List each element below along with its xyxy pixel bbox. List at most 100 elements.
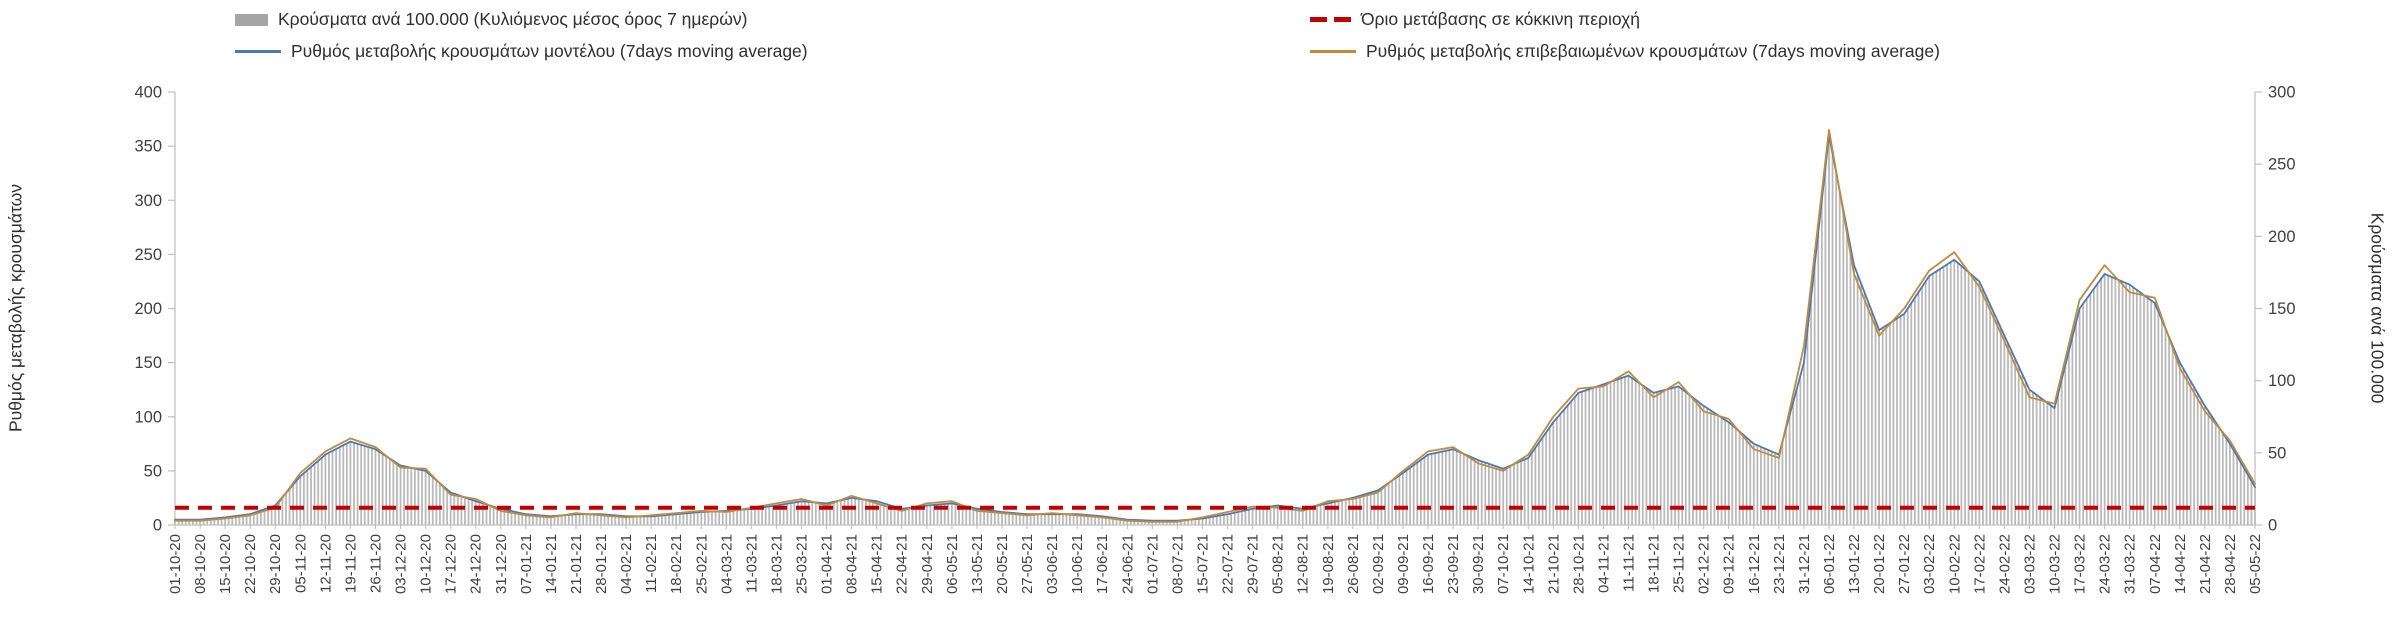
confirmed-rate-line (174, 128, 2256, 523)
svg-text:28-10-21: 28-10-21 (1570, 534, 1587, 594)
svg-text:03-02-22: 03-02-22 (1921, 534, 1938, 594)
svg-text:21-01-21: 21-01-21 (568, 534, 585, 594)
svg-text:08-10-20: 08-10-20 (192, 534, 209, 594)
svg-text:350: 350 (134, 138, 162, 156)
svg-text:04-03-21: 04-03-21 (718, 534, 735, 594)
svg-text:13-01-22: 13-01-22 (1846, 534, 1863, 594)
svg-text:28-01-21: 28-01-21 (593, 534, 610, 594)
svg-text:17-06-21: 17-06-21 (1094, 534, 1111, 594)
svg-text:20-01-22: 20-01-22 (1871, 534, 1888, 594)
svg-text:100: 100 (2268, 372, 2296, 390)
svg-text:10-03-22: 10-03-22 (2047, 534, 2064, 594)
svg-text:29-07-21: 29-07-21 (1245, 534, 1262, 594)
svg-text:250: 250 (2268, 156, 2296, 174)
svg-text:31-12-20: 31-12-20 (493, 534, 510, 594)
svg-text:03-06-21: 03-06-21 (1044, 534, 1061, 594)
svg-text:25-02-21: 25-02-21 (693, 534, 710, 594)
svg-text:14-10-21: 14-10-21 (1520, 534, 1537, 594)
svg-text:50: 50 (144, 462, 162, 480)
svg-text:03-12-20: 03-12-20 (393, 534, 410, 594)
svg-text:11-11-21: 11-11-21 (1621, 534, 1638, 592)
svg-text:13-05-21: 13-05-21 (969, 534, 986, 594)
svg-text:50: 50 (2268, 444, 2286, 462)
svg-text:06-01-22: 06-01-22 (1821, 534, 1838, 594)
svg-text:24-03-22: 24-03-22 (2097, 534, 2114, 594)
svg-text:22-07-21: 22-07-21 (1220, 534, 1237, 594)
svg-text:10-06-21: 10-06-21 (1069, 534, 1086, 594)
left-axis-labels: 0 50 100 150 200 250 300 350 400 (134, 84, 175, 535)
svg-text:19-08-21: 19-08-21 (1320, 534, 1337, 594)
svg-text:24-06-21: 24-06-21 (1119, 534, 1136, 594)
svg-text:26-11-20: 26-11-20 (368, 534, 385, 593)
svg-text:300: 300 (2268, 84, 2296, 102)
svg-text:17-12-20: 17-12-20 (443, 534, 460, 594)
svg-text:05-08-21: 05-08-21 (1270, 534, 1287, 594)
legend-label-confirmed-rate: Ρυθμός μεταβολής επιβεβαιωμένων κρουσμάτ… (1366, 41, 1940, 61)
svg-text:150: 150 (2268, 300, 2296, 318)
svg-text:09-12-21: 09-12-21 (1721, 534, 1738, 594)
svg-text:100: 100 (134, 408, 162, 426)
legend-item-confirmed-rate: Ρυθμός μεταβολής επιβεβαιωμένων κρουσμάτ… (1310, 41, 1940, 62)
bars-series (174, 135, 2256, 526)
svg-text:21-04-22: 21-04-22 (2197, 534, 2214, 594)
svg-text:07-04-22: 07-04-22 (2147, 534, 2164, 594)
svg-text:14-04-22: 14-04-22 (2172, 534, 2189, 594)
svg-text:06-05-21: 06-05-21 (944, 534, 961, 594)
right-axis-labels: 0 50 100 150 200 250 300 (2255, 84, 2296, 535)
blue-line-swatch-icon (235, 50, 281, 53)
svg-text:05-11-20: 05-11-20 (292, 534, 309, 593)
svg-text:150: 150 (134, 354, 162, 372)
svg-text:200: 200 (134, 300, 162, 318)
svg-text:27-01-22: 27-01-22 (1896, 534, 1913, 594)
svg-text:24-12-20: 24-12-20 (468, 534, 485, 594)
svg-text:11-02-21: 11-02-21 (643, 534, 660, 593)
legend-item-cases-per-100k: Κρούσματα ανά 100.000 (Κυλιόμενος μέσος … (235, 9, 747, 30)
svg-text:01-10-20: 01-10-20 (167, 534, 184, 594)
svg-text:15-07-21: 15-07-21 (1195, 534, 1212, 594)
svg-text:28-04-22: 28-04-22 (2222, 534, 2239, 594)
svg-text:400: 400 (134, 84, 162, 102)
svg-text:16-09-21: 16-09-21 (1420, 534, 1437, 594)
svg-text:24-02-22: 24-02-22 (1996, 534, 2013, 594)
svg-text:19-11-20: 19-11-20 (342, 534, 359, 593)
svg-text:16-12-21: 16-12-21 (1746, 534, 1763, 594)
svg-text:300: 300 (134, 192, 162, 210)
svg-text:29-04-21: 29-04-21 (919, 534, 936, 594)
svg-text:08-07-21: 08-07-21 (1169, 534, 1186, 594)
svg-text:250: 250 (134, 246, 162, 264)
orange-line-swatch-icon (1310, 50, 1356, 53)
svg-text:25-11-21: 25-11-21 (1671, 534, 1688, 593)
legend-item-red-zone-threshold: Όριο μετάβασης σε κόκκινη περιοχή (1310, 9, 1640, 30)
svg-text:27-05-21: 27-05-21 (1019, 534, 1036, 594)
svg-text:10-02-22: 10-02-22 (1946, 534, 1963, 594)
svg-text:10-12-20: 10-12-20 (418, 534, 435, 594)
svg-text:22-10-20: 22-10-20 (242, 534, 259, 594)
svg-text:18-11-21: 18-11-21 (1646, 534, 1663, 593)
dashed-line-swatch-icon (1310, 17, 1351, 22)
svg-text:0: 0 (153, 517, 162, 535)
svg-text:29-10-20: 29-10-20 (267, 534, 284, 594)
legend-label-model-rate: Ρυθμός μεταβολής κρουσμάτων μοντέλου (7d… (291, 41, 808, 61)
svg-text:05-05-22: 05-05-22 (2247, 534, 2264, 594)
svg-text:18-03-21: 18-03-21 (768, 534, 785, 594)
svg-text:17-02-22: 17-02-22 (1971, 534, 1988, 594)
svg-text:18-02-21: 18-02-21 (668, 534, 685, 594)
svg-text:23-09-21: 23-09-21 (1445, 534, 1462, 594)
svg-text:21-10-21: 21-10-21 (1545, 534, 1562, 594)
svg-text:25-03-21: 25-03-21 (794, 534, 811, 594)
svg-text:01-04-21: 01-04-21 (819, 534, 836, 594)
svg-text:04-02-21: 04-02-21 (618, 534, 635, 594)
x-axis-labels: 01-10-20 08-10-20 15-10-20 22-10-20 29-10-20… (167, 525, 2264, 594)
svg-text:12-08-21: 12-08-21 (1295, 534, 1312, 594)
model-rate-line (174, 134, 2256, 522)
svg-text:31-03-22: 31-03-22 (2122, 534, 2139, 594)
svg-text:09-09-21: 09-09-21 (1395, 534, 1412, 594)
svg-text:200: 200 (2268, 228, 2296, 246)
svg-text:14-01-21: 14-01-21 (543, 534, 560, 594)
legend-item-model-rate: Ρυθμός μεταβολής κρουσμάτων μοντέλου (7d… (235, 41, 808, 62)
svg-text:07-01-21: 07-01-21 (518, 534, 535, 594)
svg-text:11-03-21: 11-03-21 (743, 534, 760, 593)
svg-text:26-08-21: 26-08-21 (1345, 534, 1362, 594)
